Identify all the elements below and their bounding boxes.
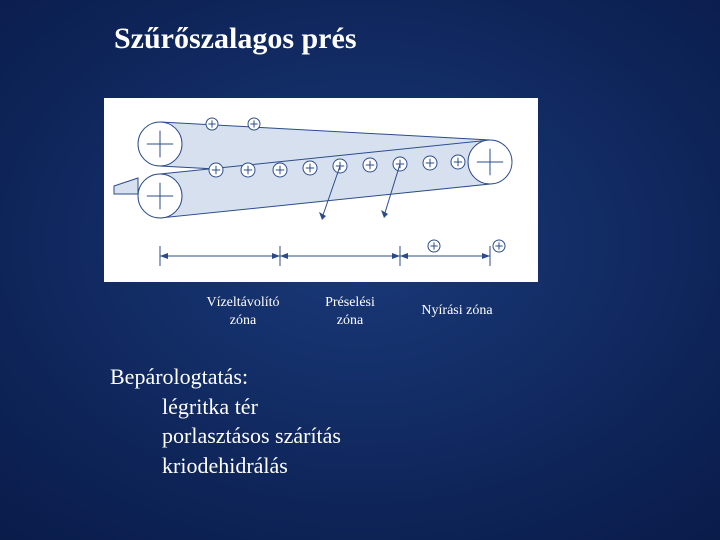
zone-label-shear: Nyírási zóna — [402, 302, 512, 320]
press-diagram — [104, 98, 538, 282]
zone-label-line: Préselési — [325, 295, 375, 310]
zone-label-line: zóna — [337, 313, 363, 328]
slide-title: Szűrőszalagos prés — [114, 22, 357, 56]
zone-label-drain: Vízeltávolító zóna — [188, 294, 298, 329]
zone-label-press: Préselési zóna — [308, 294, 392, 329]
body-line: porlasztásos szárítás — [162, 421, 341, 451]
body-text: Bepárologtatás: légritka tér porlasztáso… — [110, 362, 341, 481]
body-line: légritka tér — [162, 392, 341, 422]
press-diagram-svg — [104, 98, 538, 282]
zone-label-line: zóna — [230, 313, 256, 328]
zone-label-line: Vízeltávolító — [206, 295, 279, 310]
body-heading: Bepárologtatás: — [110, 364, 248, 389]
zone-label-line: Nyírási zóna — [421, 303, 492, 318]
body-line: kriodehidrálás — [162, 451, 341, 481]
